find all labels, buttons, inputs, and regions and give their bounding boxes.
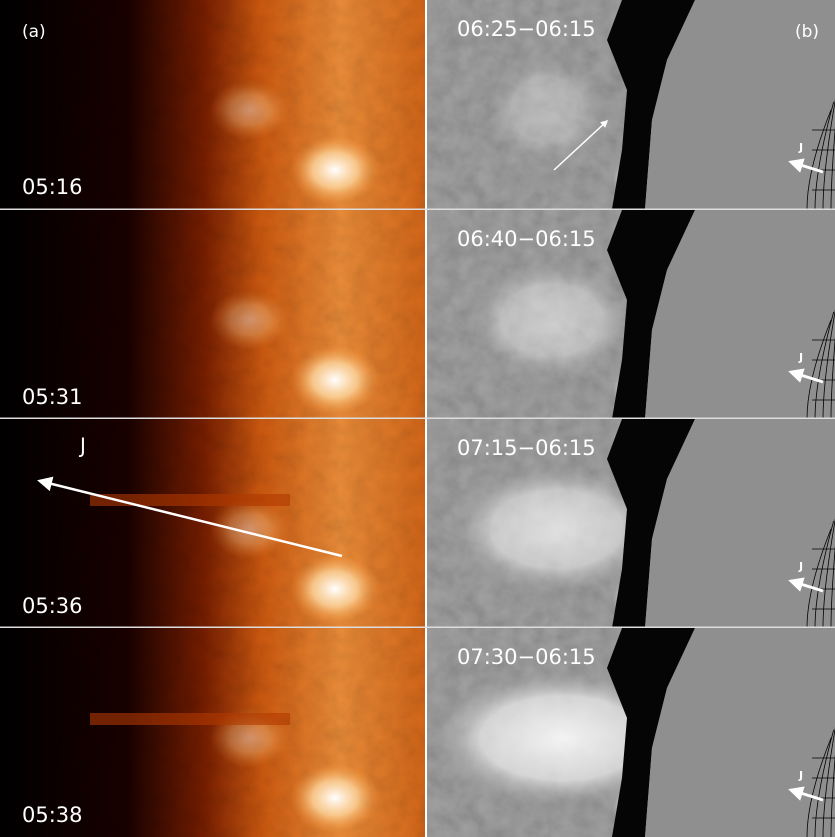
frame-time: 05:16 — [22, 175, 83, 199]
bright-core — [290, 135, 380, 205]
panel-a-frame: 05:16 (a) — [0, 0, 425, 209]
frame-time: 05:31 — [22, 385, 83, 409]
row-divider — [0, 418, 835, 420]
panel-b-frame: 06:25−06:15 J (b) — [427, 0, 835, 209]
bright-loop — [210, 499, 290, 559]
panel-b-frame: 07:15−06:15 J — [427, 419, 835, 628]
bright-loop — [210, 290, 290, 350]
frame-time: 06:40−06:15 — [457, 227, 596, 251]
row-divider — [0, 627, 835, 629]
jet-label: J — [798, 769, 803, 782]
frame-time: 07:30−06:15 — [457, 645, 596, 669]
jet-label: J — [78, 434, 86, 458]
frame-time: 07:15−06:15 — [457, 436, 596, 460]
figure: 05:16(a)05:3105:36J05:3806:25−06:15J(b)0… — [0, 0, 835, 837]
panel-a-frame: 05:38 — [0, 628, 425, 837]
panel-label: (b) — [795, 22, 819, 42]
panel-a-frame: 05:31 — [0, 210, 425, 419]
panel-b-frame: 06:40−06:15 J — [427, 210, 835, 419]
jet-label: J — [798, 560, 803, 573]
frame-time: 05:38 — [22, 803, 83, 827]
bright-region — [467, 260, 637, 380]
jet-label: J — [798, 351, 803, 364]
row-divider — [0, 209, 835, 211]
frame-time: 06:25−06:15 — [457, 17, 596, 41]
panel-b-frame: 07:30−06:15 J — [427, 628, 835, 837]
frame-time: 05:36 — [22, 594, 83, 618]
jet-streak — [90, 713, 290, 725]
panel-label: (a) — [22, 22, 46, 42]
bright-core — [290, 554, 380, 624]
bright-core — [290, 345, 380, 415]
bright-loop — [210, 80, 290, 140]
bright-region — [487, 55, 607, 165]
jet-label: J — [798, 141, 803, 154]
bright-core — [290, 763, 380, 833]
panel-a-frame: 05:36 J — [0, 419, 425, 628]
